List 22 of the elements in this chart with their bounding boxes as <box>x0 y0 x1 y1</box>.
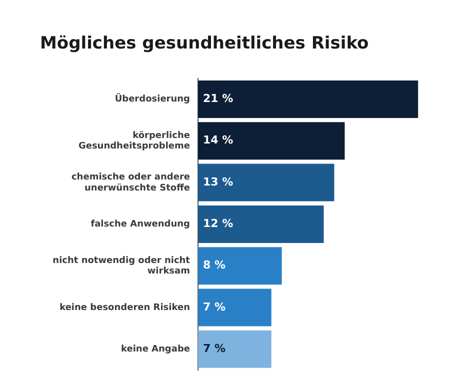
data-label: 8 % <box>203 258 226 272</box>
data-label: 13 % <box>203 175 234 188</box>
bar <box>198 164 334 202</box>
data-label: 21 % <box>203 92 234 106</box>
bar <box>198 80 418 118</box>
bar <box>198 205 324 243</box>
y-tick-label: keine Angabe <box>120 344 190 355</box>
bar <box>198 247 282 285</box>
bar <box>198 122 345 160</box>
data-label: 7 % <box>203 300 226 314</box>
data-label: 14 % <box>203 134 234 147</box>
y-tick-label: nicht notwendig oder nicht wirksam <box>52 256 191 277</box>
bar <box>198 288 272 326</box>
y-tick-label: körperliche Gesundheitsprobleme <box>78 130 190 152</box>
data-label: 12 % <box>203 217 234 230</box>
chart-title: Mögliches gesundheitliches Risiko <box>40 34 369 54</box>
y-tick-label: keine besonderen Risiken <box>60 302 190 313</box>
y-tick-label: chemische oder andere unerwünschte Stoffe <box>71 172 190 194</box>
y-tick-label: Überdosierung <box>114 92 190 105</box>
data-label: 7 % <box>203 342 226 356</box>
bar <box>198 330 272 368</box>
y-tick-label: falsche Anwendung <box>90 220 190 230</box>
